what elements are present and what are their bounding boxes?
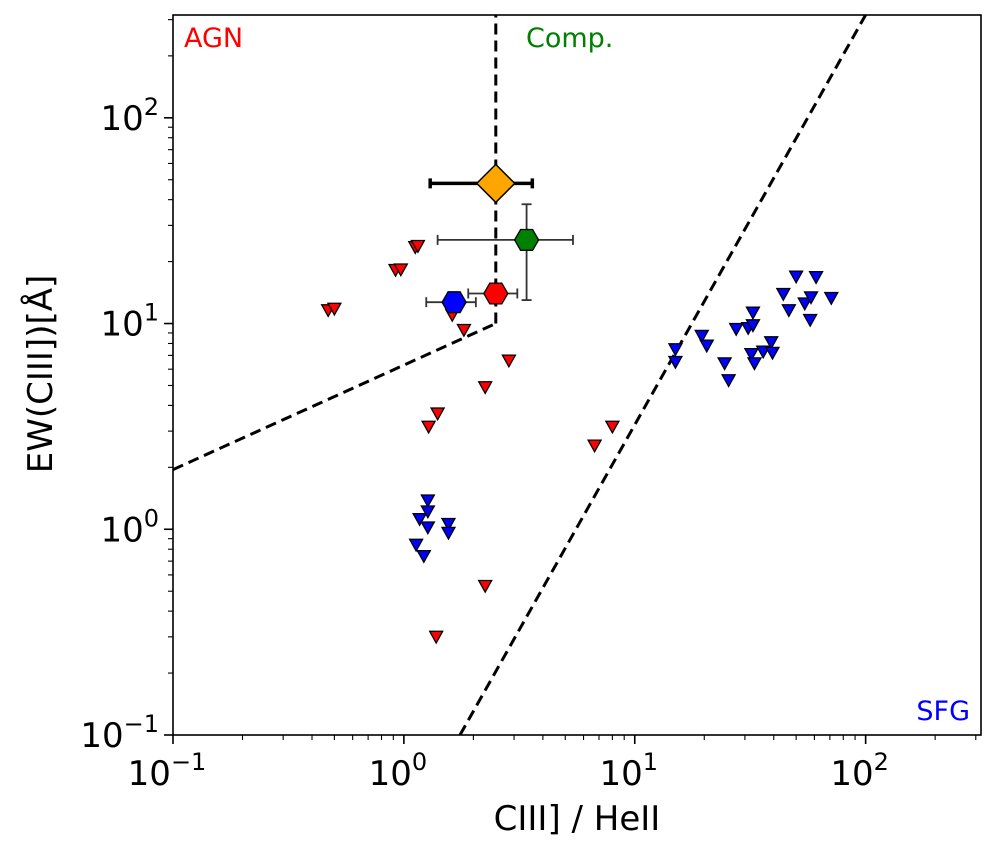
y-tick-exponent: 0 [144,504,159,532]
upper-limit-marker [440,526,457,541]
hexagon-marker [513,228,540,251]
upper-limit-marker [420,521,436,536]
y-tick-base: 10 [80,716,123,756]
y-tick-base: 10 [100,510,143,550]
upper-limit-marker [775,287,791,302]
region-label-agn: AGN [184,23,243,54]
data-points [320,239,839,645]
upper-limit-marker [416,549,432,564]
upper-limit-marker [699,339,715,354]
upper-limit-marker [430,407,446,422]
upper-limit-marker [788,270,804,285]
y-tick-label: 102 [100,93,159,139]
y-tick-base: 10 [100,99,143,139]
upper-limit-marker [586,439,603,454]
plot-frame [172,14,982,736]
upper-limit-marker [721,374,737,388]
upper-limit-marker [393,263,409,278]
upper-limit-marker [764,346,781,361]
x-tick-exponent: 0 [412,748,427,776]
x-tick-exponent: −1 [171,748,206,776]
hexagon-marker [441,291,467,314]
upper-limit-marker [745,319,761,333]
y-axis-title: EW(CIII])[Å] [20,275,61,474]
upper-limit-marker [746,357,763,371]
y-tick-label: 10−1 [80,710,159,756]
hexagon-marker [483,282,509,305]
upper-limit-marker [440,517,457,532]
line-agn-comp-diagonal [173,322,497,471]
x-tick-label: 100 [369,748,428,794]
y-tick-exponent: 2 [144,93,159,121]
upper-limit-marker [802,313,818,328]
upper-limit-marker [745,306,761,321]
error-bars [425,163,574,314]
x-tick-exponent: 1 [643,748,658,776]
line-comp-sfg-diagonal [458,15,867,735]
upper-limit-marker [412,512,428,527]
upper-limit-marker [808,271,824,285]
upper-limit-marker [763,336,779,350]
x-tick-label: 101 [599,748,658,794]
upper-limit-marker [501,354,517,369]
upper-limit-marker [781,304,797,318]
y-tick-label: 100 [100,504,159,550]
upper-limit-marker [408,538,424,553]
upper-limit-marker [604,420,620,435]
upper-limit-marker [743,347,759,362]
diamond-marker [475,163,516,204]
upper-limit-marker [728,322,744,337]
axis-ticks [164,19,977,744]
y-tick-label: 101 [100,299,159,345]
upper-limit-marker [428,630,444,645]
upper-limit-marker [694,329,710,344]
upper-limit-marker [410,239,426,254]
x-tick-exponent: 2 [874,748,889,776]
y-tick-base: 10 [100,305,143,345]
dividing-lines [173,15,867,735]
upper-limit-marker [421,420,437,435]
upper-limit-marker [477,579,493,594]
upper-limit-marker [456,323,472,338]
region-label-comp: Comp. [526,23,613,54]
region-label-sfg: SFG [916,696,970,727]
y-tick-exponent: −1 [124,710,159,738]
x-axis-title: CIII] / HeII [494,799,661,839]
x-tick-label: 102 [830,748,889,794]
upper-limit-marker [420,494,436,509]
upper-limit-marker [477,381,493,395]
upper-limit-marker [667,355,684,370]
upper-limit-marker [823,291,839,306]
upper-limit-marker [797,297,813,312]
y-tick-exponent: 1 [144,299,159,327]
upper-limit-marker [326,302,342,317]
x-tick-label: 10−1 [128,748,207,794]
upper-limit-marker [803,291,819,305]
upper-limit-marker [717,357,733,371]
upper-limit-marker [420,505,436,520]
upper-limit-marker [667,343,684,357]
